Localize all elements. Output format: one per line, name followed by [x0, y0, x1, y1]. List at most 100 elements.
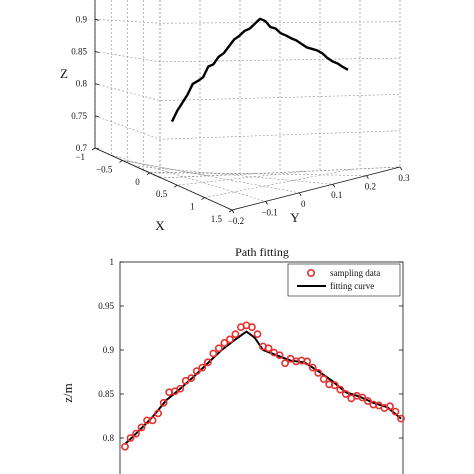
z-tick-mark	[94, 115, 100, 118]
x-tick-mark	[146, 172, 151, 176]
x-tick-mark	[228, 209, 233, 213]
legend-marker-sampling	[306, 268, 315, 277]
sampling-data-point	[397, 414, 405, 423]
sampling-data-point	[126, 434, 135, 442]
x-tick-label: 1.5	[211, 214, 223, 224]
sampling-data-point	[363, 397, 372, 405]
z-tick-label: 0.75	[71, 111, 87, 121]
y-tick-mark	[298, 192, 302, 197]
grid-3d-line	[204, 168, 353, 198]
x-axis-line	[94, 147, 233, 211]
sampling-data-point	[203, 358, 212, 367]
y-tick-label: 0	[301, 199, 306, 209]
chart-2d-title: Path fitting	[235, 245, 289, 259]
z-tick-label: 0.8	[76, 79, 88, 89]
sampling-data-point	[248, 323, 256, 332]
x-tick-mark	[91, 147, 96, 151]
grid-3d-line	[133, 165, 333, 185]
sampling-data-point	[330, 381, 339, 390]
y-axis-line	[231, 166, 401, 211]
y-tick-mark	[332, 183, 336, 188]
sampling-data-point	[358, 393, 367, 402]
y-tick-label: 1	[110, 257, 115, 267]
sampling-data-point	[214, 344, 223, 353]
z-tick-label: 0.85	[71, 46, 87, 56]
sampling-data-point	[121, 442, 129, 451]
x-tick-label: 0	[135, 177, 140, 187]
y-tick-label: 0.85	[98, 389, 114, 399]
sampling-data-point	[148, 416, 157, 425]
x-tick-label: 0.5	[156, 189, 168, 199]
y-tick-label: 0.1	[331, 190, 342, 200]
grid-3d-line	[159, 166, 401, 179]
z-tick-mark	[94, 83, 100, 86]
x-tick-mark	[119, 160, 123, 163]
y-tick-label: 0.3	[398, 173, 410, 183]
grid-3d-line	[177, 171, 305, 186]
sampling-data-point	[176, 384, 185, 393]
x-axis-label: X	[155, 218, 165, 233]
sampling-data-point	[264, 344, 273, 353]
z-tick-mark	[94, 147, 100, 150]
sampling-data-point	[275, 351, 284, 360]
chart-3d: 0.7 0.75 0.8 0.85 0.9 −1 −0.5 0 0.5 1 1.5 −0.2 −0.1 0…	[60, 0, 410, 233]
z-tick-label: 0.9	[76, 14, 88, 24]
y-tick-mark	[399, 166, 403, 171]
sampling-data-point	[231, 330, 240, 339]
chart-2d: Path fitting 0.750.80.850.90.951 z/m sam…	[60, 245, 405, 474]
y-tick-label: −0.1	[261, 207, 277, 217]
y-tick-mark	[231, 209, 235, 214]
y-tick-label: 0.95	[98, 301, 114, 311]
y-tick-label: 0.8	[103, 433, 115, 443]
sampling-data-point	[154, 409, 163, 418]
legend-box	[287, 263, 401, 297]
sampling-data-point	[187, 374, 196, 383]
legend: sampling data fitting curve	[287, 263, 401, 297]
sampling-data-point	[303, 357, 312, 366]
sampling-data-point	[137, 423, 146, 432]
sampling-data-point	[132, 429, 140, 438]
y-tick-label: 0.9	[103, 345, 115, 355]
y-tick-label: −0.2	[228, 216, 244, 226]
y-axis-label-text: z/m	[60, 383, 75, 403]
sampling-data-point	[198, 363, 207, 372]
sampling-data-point	[253, 330, 262, 339]
sampling-data-point	[209, 349, 218, 358]
x-tick-label: −0.5	[96, 164, 113, 174]
grid-3d-line	[149, 172, 257, 174]
legend-label-fitting: fitting curve	[330, 281, 374, 291]
sampling-data-point	[336, 385, 345, 394]
path-3d-line	[170, 17, 349, 123]
legend-label-sampling: sampling data	[330, 268, 380, 278]
sampling-data-point	[319, 375, 328, 383]
grid-3d-line	[122, 160, 209, 177]
grid-3d-line	[94, 83, 401, 101]
sampling-data-point	[314, 368, 323, 377]
sampling-data-point	[281, 359, 289, 368]
y-tick-mark	[265, 201, 268, 205]
x-tick-mark	[201, 197, 205, 200]
x-tick-label: 1	[190, 202, 195, 212]
sampling-data-point	[341, 390, 350, 398]
z-axis-label: Z	[60, 66, 68, 81]
plot-area-frame	[119, 261, 404, 474]
sampling-data-point	[192, 367, 201, 376]
grid-3d-line	[94, 51, 401, 63]
sampling-data-point	[159, 398, 168, 407]
z-tick-mark	[94, 51, 100, 53]
y-axis-label: Y	[290, 210, 300, 225]
z-tick-mark	[94, 18, 100, 21]
x-tick-label: −1	[75, 152, 85, 162]
grid-3d-line	[94, 19, 401, 24]
sampling-data-point	[386, 402, 394, 411]
sampling-data-point	[225, 335, 234, 344]
y-tick-label: 0.2	[365, 182, 376, 192]
sampling-data-point	[220, 339, 229, 347]
y-tick-mark	[366, 175, 369, 179]
y-axis-label: z/m	[60, 383, 75, 403]
x-tick-mark	[173, 184, 178, 188]
sampling-data-point	[391, 407, 400, 416]
sampling-data-point	[308, 363, 317, 372]
z-tick-label: 0.7	[76, 143, 88, 153]
